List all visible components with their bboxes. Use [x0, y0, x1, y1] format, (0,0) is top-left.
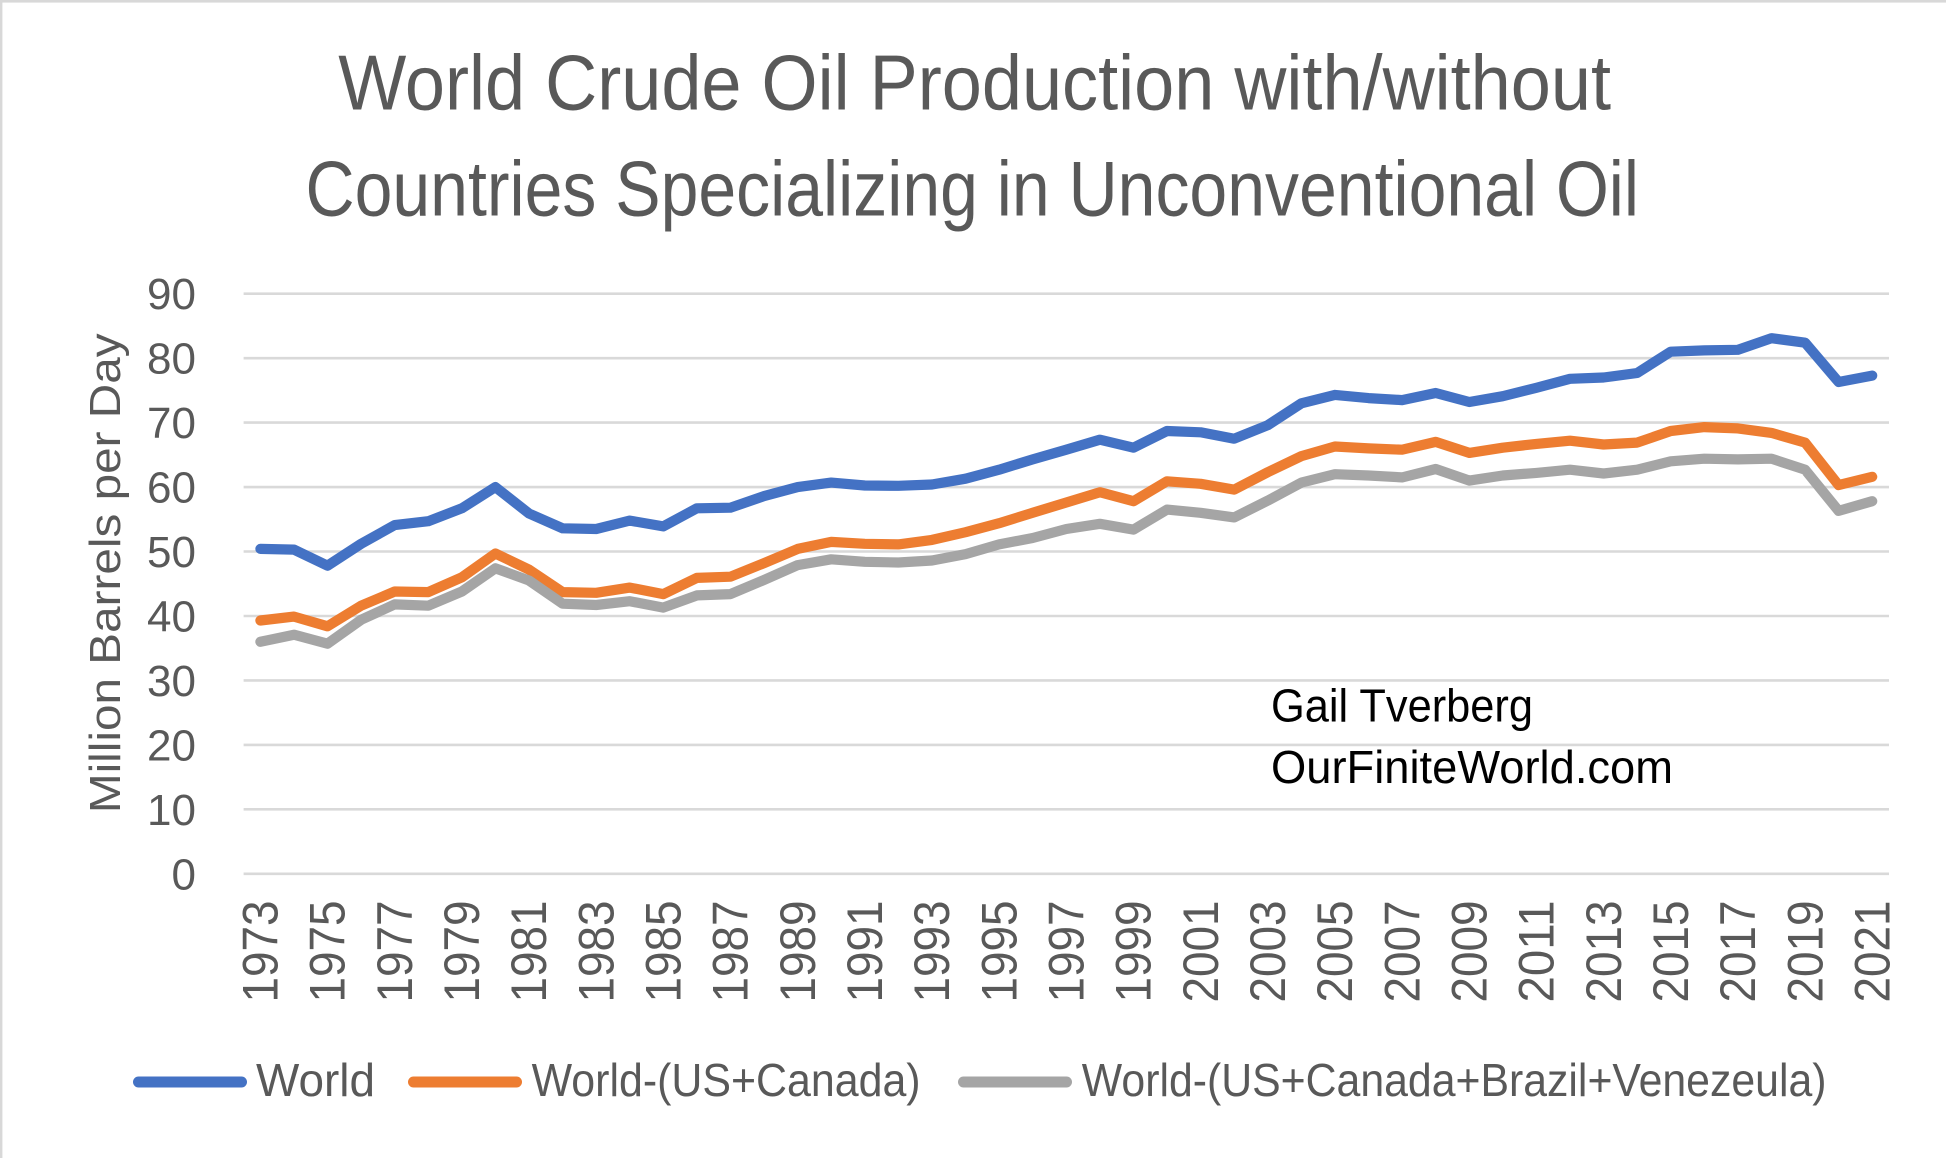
svg-text:OurFiniteWorld.com: OurFiniteWorld.com [1271, 741, 1673, 793]
svg-text:1985: 1985 [636, 901, 692, 1003]
svg-text:90: 90 [147, 270, 196, 319]
svg-text:50: 50 [147, 528, 196, 577]
svg-text:1989: 1989 [770, 901, 826, 1003]
svg-text:Gail Tverberg: Gail Tverberg [1271, 680, 1533, 732]
svg-text:2001: 2001 [1173, 901, 1229, 1003]
svg-text:80: 80 [147, 335, 196, 384]
svg-text:World Crude Oil Production wit: World Crude Oil Production with/without [338, 38, 1611, 126]
svg-text:1997: 1997 [1039, 901, 1095, 1003]
svg-text:1975: 1975 [300, 901, 356, 1003]
svg-text:1977: 1977 [367, 901, 423, 1003]
svg-text:World-(US+Canada+Brazil+Veneze: World-(US+Canada+Brazil+Venezeula) [1082, 1054, 1827, 1106]
svg-text:2019: 2019 [1777, 901, 1833, 1003]
svg-text:0: 0 [172, 850, 196, 899]
svg-text:20: 20 [147, 721, 196, 770]
svg-text:1979: 1979 [434, 901, 490, 1003]
svg-text:2015: 2015 [1643, 901, 1699, 1003]
svg-text:World: World [256, 1054, 375, 1106]
svg-text:2003: 2003 [1240, 901, 1296, 1003]
svg-text:2021: 2021 [1844, 901, 1900, 1003]
svg-text:World-(US+Canada): World-(US+Canada) [532, 1054, 921, 1106]
svg-text:2017: 2017 [1710, 901, 1766, 1003]
svg-text:Countries Specializing in Unco: Countries Specializing in Unconventional… [306, 145, 1640, 233]
svg-text:10: 10 [147, 786, 196, 835]
svg-text:2007: 2007 [1374, 901, 1430, 1003]
svg-text:2005: 2005 [1307, 901, 1363, 1003]
svg-text:60: 60 [147, 464, 196, 513]
svg-text:70: 70 [147, 399, 196, 448]
svg-text:40: 40 [147, 593, 196, 642]
svg-text:1999: 1999 [1106, 901, 1162, 1003]
svg-text:2013: 2013 [1576, 901, 1632, 1003]
svg-text:1973: 1973 [233, 901, 289, 1003]
svg-text:1995: 1995 [971, 901, 1027, 1003]
svg-text:30: 30 [147, 657, 196, 706]
svg-text:1981: 1981 [501, 901, 557, 1003]
svg-text:1987: 1987 [703, 901, 759, 1003]
svg-text:1983: 1983 [568, 901, 624, 1003]
svg-text:1991: 1991 [837, 901, 893, 1003]
svg-text:2011: 2011 [1509, 901, 1565, 1003]
svg-text:2009: 2009 [1442, 901, 1498, 1003]
svg-text:1993: 1993 [904, 901, 960, 1003]
svg-text:Million Barrels per Day: Million Barrels per Day [81, 333, 130, 813]
